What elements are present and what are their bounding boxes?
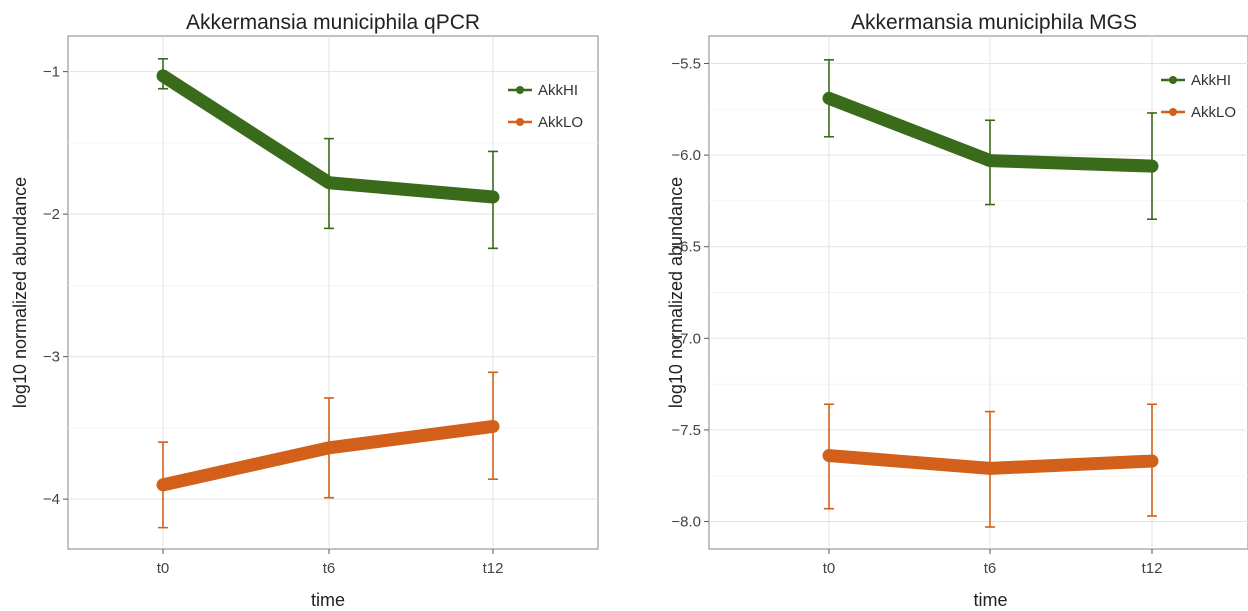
x-tick-label: t12	[483, 560, 504, 577]
series-AkkLO	[822, 403, 1159, 528]
data-point	[323, 176, 335, 189]
y-tick-label: −4	[43, 491, 60, 508]
chart-panel-0: −1 −2 −3 −4 t0 t6 t12 AkkHI AkkLO Akkermansia mun…	[10, 11, 599, 610]
legend-swatch-point	[516, 118, 524, 126]
legend-swatch-point	[516, 86, 524, 94]
data-point	[487, 420, 499, 433]
y-tick-label: −8.0	[671, 514, 701, 531]
chart-title: Akkermansia municiphila MGS	[851, 11, 1137, 34]
legend-label: AkkHI	[1191, 72, 1231, 89]
y-axis-label: log10 normalized abundance	[10, 177, 30, 408]
data-point	[823, 92, 835, 105]
data-point	[984, 462, 996, 475]
y-tick-label: −1	[43, 64, 60, 81]
legend-label: AkkLO	[538, 114, 583, 131]
x-tick-label: t12	[1142, 560, 1163, 577]
data-point	[323, 441, 335, 454]
x-tick-label: t0	[823, 560, 836, 577]
y-tick-label: −3	[43, 349, 60, 366]
data-point	[984, 154, 996, 167]
x-tick-label: t6	[984, 560, 997, 577]
data-point	[157, 69, 169, 82]
y-tick-label: −5.5	[671, 55, 701, 72]
data-point	[157, 478, 169, 491]
y-tick-label: −7.5	[671, 422, 701, 439]
plot-area	[67, 35, 599, 550]
y-tick-label: −6.0	[671, 147, 701, 164]
y-axis-label: log10 normalized abundance	[666, 177, 686, 408]
legend-swatch-point	[1169, 76, 1177, 84]
data-point	[823, 449, 835, 462]
legend-label: AkkLO	[1191, 104, 1236, 121]
data-point	[487, 191, 499, 204]
legend-swatch-point	[1169, 108, 1177, 116]
x-tick-label: t6	[323, 560, 336, 577]
chart-title: Akkermansia municiphila qPCR	[186, 11, 480, 34]
chart-panel-1: −5.5 −6.0 −6.5 −7.0 −7.5 −8.0 t0 t6 t12 AkkHI AkkL…	[666, 11, 1248, 610]
series-AkkHI	[822, 59, 1159, 221]
data-point	[1146, 455, 1158, 468]
x-axis-label: time	[973, 590, 1007, 610]
y-tick-label: −2	[43, 206, 60, 223]
legend: AkkHI AkkLO	[1161, 72, 1236, 121]
legend-label: AkkHI	[538, 82, 578, 99]
y-tick-label: −7.0	[671, 330, 701, 347]
data-point	[1146, 160, 1158, 173]
x-axis-label: time	[311, 590, 345, 610]
x-tick-label: t0	[157, 560, 170, 577]
series-AkkLO	[156, 371, 500, 529]
y-tick-label: −6.5	[671, 239, 701, 256]
series-AkkHI	[156, 57, 500, 250]
legend: AkkHI AkkLO	[508, 82, 583, 131]
